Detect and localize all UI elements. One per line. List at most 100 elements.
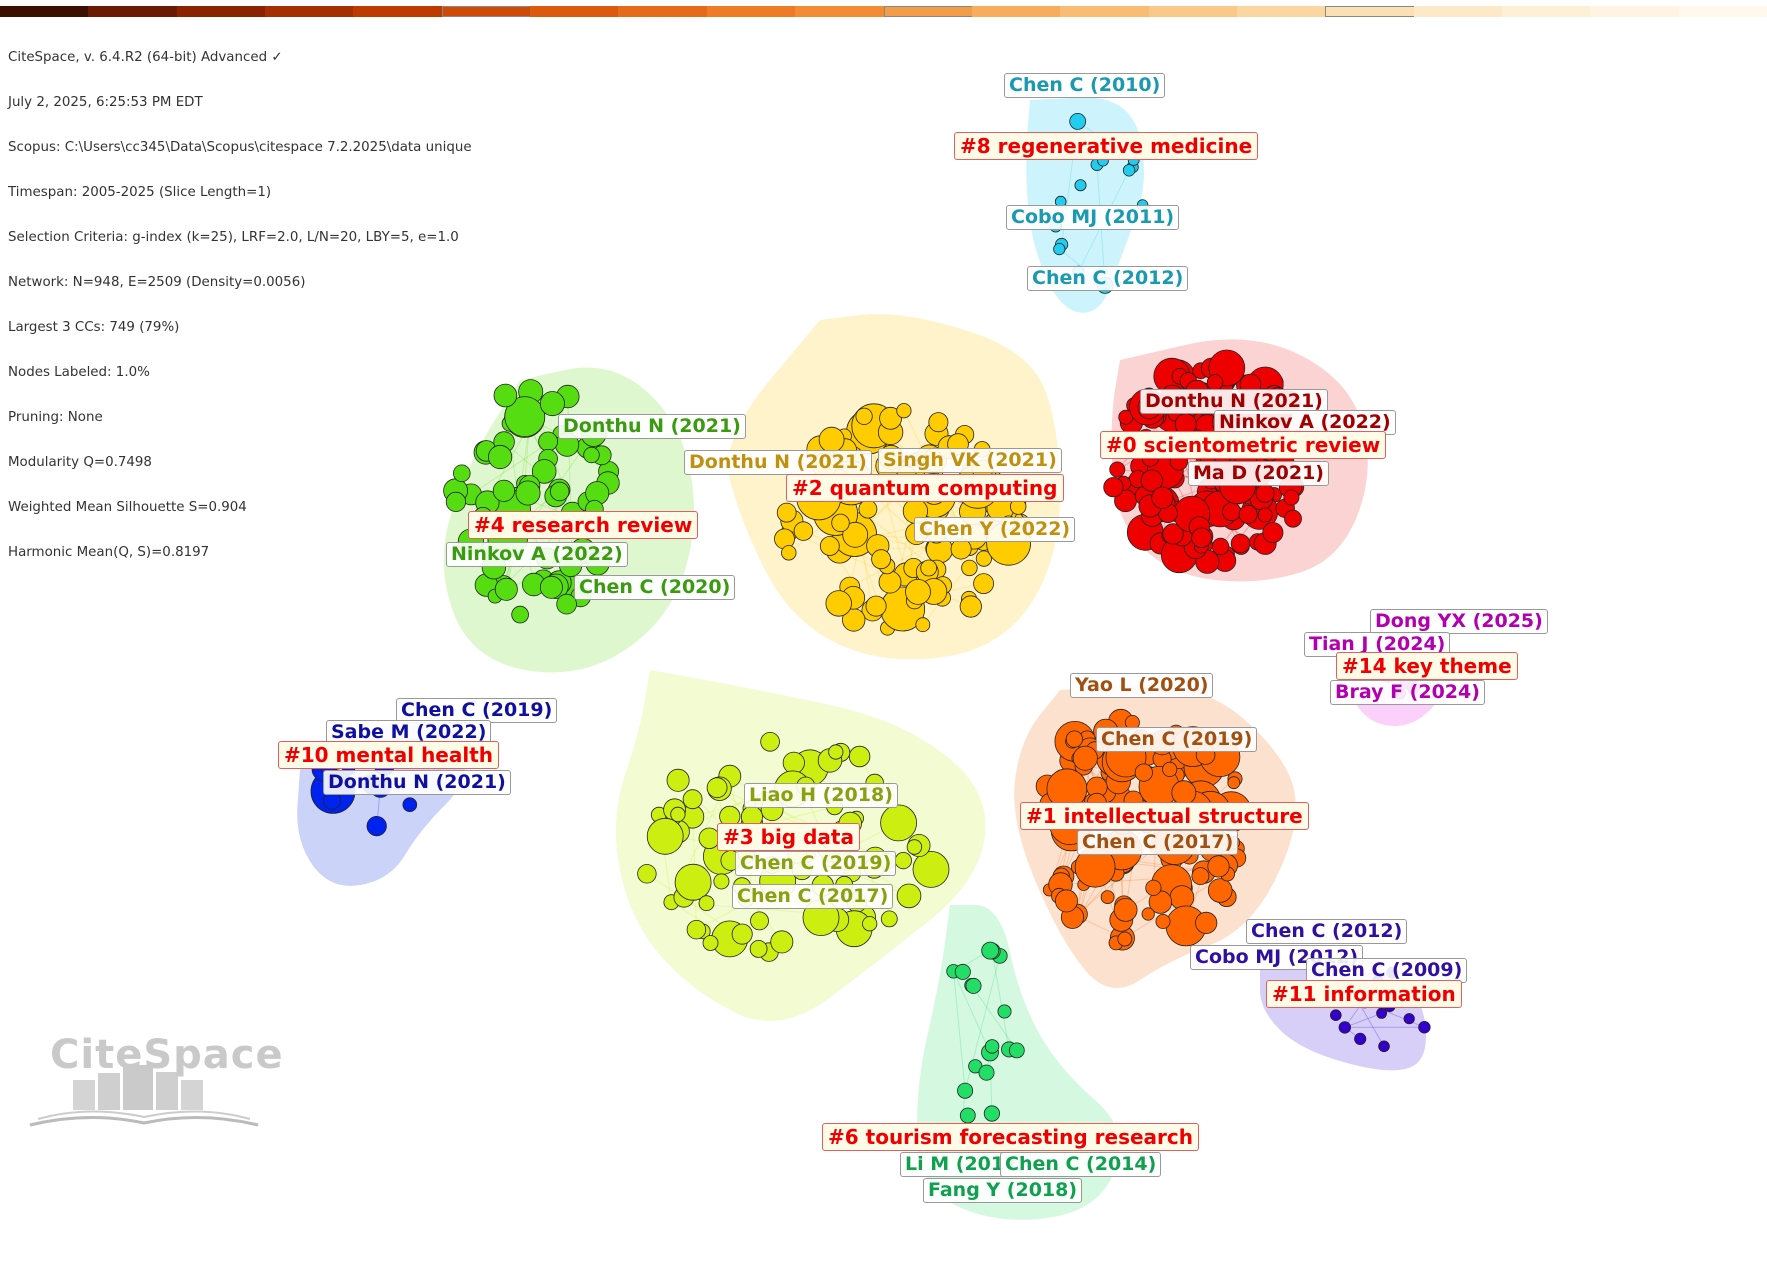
network-node-teal[interactable] — [978, 1064, 995, 1081]
network-node-violet[interactable] — [1418, 1020, 1431, 1034]
cluster-label[interactable]: #14 key theme — [1336, 652, 1518, 680]
node-label[interactable]: Ninkov A (2022) — [446, 542, 628, 567]
network-node-red[interactable] — [1109, 461, 1126, 478]
network-node-gold[interactable] — [776, 502, 797, 523]
network-node-red[interactable] — [1255, 483, 1275, 503]
network-node-red[interactable] — [1191, 527, 1212, 549]
network-node-gold[interactable] — [975, 550, 993, 567]
network-node-green[interactable] — [539, 391, 565, 417]
network-node-lime[interactable] — [906, 839, 923, 855]
network-node-gold[interactable] — [825, 590, 852, 617]
node-label[interactable]: Chen C (2017) — [732, 884, 894, 909]
network-node-violet[interactable] — [1354, 1032, 1367, 1046]
network-node-green[interactable] — [452, 464, 471, 483]
network-node-gold[interactable] — [781, 545, 797, 561]
network-node-gold[interactable] — [831, 513, 850, 533]
network-node-green[interactable] — [539, 575, 563, 599]
network-node-gold[interactable] — [793, 521, 814, 541]
network-node-gold[interactable] — [961, 559, 978, 577]
network-node-gold[interactable] — [959, 595, 982, 618]
network-node-orange[interactable] — [1195, 911, 1218, 935]
node-label[interactable]: Chen C (2014) — [1000, 1152, 1162, 1177]
network-node-green[interactable] — [583, 446, 600, 464]
network-node-red[interactable] — [1162, 523, 1184, 545]
network-node-red[interactable] — [1238, 504, 1258, 524]
node-label[interactable]: Singh VK (2021) — [878, 448, 1062, 473]
network-node-gold[interactable] — [855, 407, 873, 425]
network-node-orange[interactable] — [1227, 776, 1241, 790]
network-node-violet[interactable] — [1338, 1021, 1352, 1034]
network-node-orange[interactable] — [1191, 867, 1210, 885]
network-node-red[interactable] — [1284, 509, 1302, 528]
node-label[interactable]: Ma D (2021) — [1188, 461, 1329, 486]
network-node-green[interactable] — [550, 481, 570, 502]
network-node-teal[interactable] — [981, 941, 1000, 960]
network-node-red[interactable] — [1140, 469, 1163, 492]
network-node-orange[interactable] — [1169, 885, 1195, 910]
network-node-orange[interactable] — [1100, 890, 1115, 904]
network-node-gold[interactable] — [865, 595, 887, 617]
network-node-gold[interactable] — [819, 536, 840, 556]
network-node-lime[interactable] — [894, 851, 912, 870]
network-node-teal[interactable] — [1008, 1042, 1025, 1059]
network-node-green[interactable] — [556, 593, 577, 615]
network-node-teal[interactable] — [997, 1004, 1012, 1019]
network-node-orange[interactable] — [1134, 763, 1153, 782]
network-node-red[interactable] — [1222, 502, 1242, 522]
network-node-gold[interactable] — [871, 549, 891, 570]
node-label[interactable]: Dong YX (2025) — [1370, 609, 1548, 634]
network-node-lime[interactable] — [760, 731, 780, 752]
network-node-teal[interactable] — [984, 1039, 1000, 1054]
node-label[interactable]: Sabe M (2022) — [326, 720, 492, 745]
network-node-orange[interactable] — [1117, 931, 1133, 947]
network-node-gold[interactable] — [818, 426, 845, 453]
network-node-orange[interactable] — [1162, 761, 1178, 778]
node-label[interactable]: Chen C (2019) — [396, 698, 558, 723]
network-node-violet[interactable] — [1378, 1040, 1390, 1053]
node-label[interactable]: Chen Y (2022) — [914, 517, 1076, 542]
network-node-lime[interactable] — [706, 777, 728, 799]
network-node-violet[interactable] — [1376, 1007, 1388, 1019]
node-label[interactable]: Chen C (2020) — [574, 575, 736, 600]
network-node-lime[interactable] — [782, 751, 805, 774]
node-label[interactable]: Ninkov A (2022) — [1214, 410, 1396, 435]
network-node-red[interactable] — [1211, 537, 1230, 556]
network-node-gold[interactable] — [915, 617, 931, 633]
node-label[interactable]: Chen C (2012) — [1027, 266, 1189, 291]
node-label[interactable]: Donthu N (2021) — [323, 770, 511, 795]
network-node-green[interactable] — [511, 605, 529, 624]
network-node-blue[interactable] — [402, 797, 418, 812]
network-node-gold[interactable] — [896, 403, 912, 419]
network-node-gold[interactable] — [920, 559, 938, 577]
node-label[interactable]: Donthu N (2021) — [684, 450, 872, 475]
network-node-teal[interactable] — [957, 1082, 974, 1099]
network-node-lime[interactable] — [749, 940, 768, 958]
node-label[interactable]: Chen C (2019) — [735, 851, 897, 876]
network-node-lime[interactable] — [666, 768, 690, 792]
network-node-lime[interactable] — [670, 806, 686, 823]
network-node-gold[interactable] — [973, 573, 994, 594]
network-node-cyan[interactable] — [1074, 179, 1087, 192]
cluster-label[interactable]: #3 big data — [717, 823, 860, 851]
network-node-lime[interactable] — [686, 920, 707, 940]
network-node-green[interactable] — [492, 479, 515, 502]
network-node-lime[interactable] — [713, 873, 730, 890]
network-node-lime[interactable] — [698, 895, 715, 912]
network-node-lime[interactable] — [912, 851, 950, 888]
network-node-lime[interactable] — [862, 916, 878, 932]
network-node-orange[interactable] — [1207, 855, 1230, 878]
cluster-label[interactable]: #1 intellectual structure — [1020, 802, 1309, 830]
cluster-label[interactable]: #6 tourism forecasting research — [822, 1123, 1200, 1151]
network-node-orange[interactable] — [1055, 889, 1079, 913]
node-label[interactable]: Donthu N (2021) — [1140, 389, 1328, 414]
node-label[interactable]: Donthu N (2021) — [558, 414, 746, 439]
network-node-lime[interactable] — [848, 745, 871, 768]
network-node-orange[interactable] — [1065, 730, 1084, 748]
node-label[interactable]: Chen C (2017) — [1077, 830, 1239, 855]
network-node-blue[interactable] — [366, 815, 387, 837]
network-node-orange[interactable] — [1141, 907, 1155, 921]
network-node-lime[interactable] — [702, 935, 719, 951]
network-node-gold[interactable] — [905, 579, 931, 605]
network-node-green[interactable] — [494, 577, 518, 601]
